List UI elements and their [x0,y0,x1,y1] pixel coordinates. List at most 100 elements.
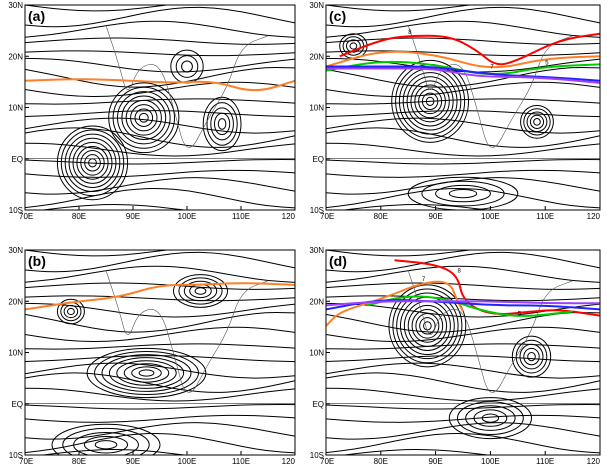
streamline [25,312,295,333]
streamline-loop [125,99,162,136]
streamline [25,326,295,343]
streamline-loop [415,313,440,339]
streamline-loop [407,176,519,210]
streamline-loop [138,112,149,123]
streamline [326,50,600,57]
streamline-loop [173,274,228,308]
streamline-loop [60,129,125,197]
streamline-loop [51,423,161,455]
x-tick-label: 90E [126,212,140,221]
streamline-loop [519,343,544,370]
streamline [25,158,295,165]
x-tick-label: 90E [428,212,442,221]
y-tick-label: 10S [310,451,324,460]
x-tick-label: 110E [536,212,554,221]
x-tick-label: 120 [587,457,601,465]
streamline-loop [123,363,170,383]
panel-a: (a) 70E 80E 90E 100E 110E 120 30N 20N 10N EQ 10S [8,1,296,221]
y-tick-label: 20N [8,52,23,61]
streamline-loop [131,366,162,380]
streamline-loop [175,55,199,78]
y-tick-label: 10N [8,349,23,358]
x-tick-label: 110E [536,457,554,465]
streamline-loop [206,102,238,146]
streamline-loop [421,92,439,111]
streamline [326,20,600,38]
streamline-loop [72,141,113,184]
streamline-loop [435,184,491,203]
streamline [25,57,295,73]
streamline-loop [465,405,516,431]
panel-d: 8 7 5 32 (d) 70E 80E 90E 100E 110E 120 30N 20N 10N EQ 1… [309,246,601,465]
streamline [25,81,295,98]
streamline-loop [418,88,443,115]
panel-label: (a) [28,8,45,24]
x-tick-label: 100E [178,212,197,221]
y-tick-label: EQ [312,155,324,164]
y-tick-label: 10N [309,104,324,113]
streamline [25,422,295,440]
streamline-loop [414,84,446,119]
streamline-loop [62,427,150,455]
streamline [326,414,600,423]
streamline-loop [134,108,154,127]
streamline [340,204,493,210]
y-tick-label: 10N [309,349,324,358]
streamline [25,372,295,393]
x-tick-label: 110E [232,457,250,465]
streamline [25,343,295,350]
streamline [326,250,474,257]
streamline [25,282,295,290]
streamline [326,6,600,28]
streamline-loop [520,104,554,139]
streamline-loop [202,96,242,152]
streamline-loop [183,280,218,302]
coastline [105,25,269,148]
streamline [25,67,295,88]
streamline [326,158,600,165]
streamline [326,98,600,105]
streamline-loop [425,96,435,106]
x-tick-label: 80E [374,212,388,221]
y-tick-label: 30N [309,1,324,10]
contour-line [339,32,600,66]
streamline [340,449,493,455]
x-tick-label: 120 [282,212,296,221]
contour-line [326,280,464,327]
streamline-loop [419,317,436,335]
streamline [326,326,600,343]
coastline [407,270,573,393]
streamline-loop [83,436,129,454]
streamline-loop [108,357,185,389]
streamline [326,372,600,393]
y-tick-label: 30N [309,246,324,255]
contour-line [25,78,295,92]
contour-label: 8 [458,269,462,275]
contour-line [326,67,600,84]
y-tick-label: 10S [9,451,23,460]
streamline-loop [117,91,171,145]
streamline-loop [523,108,551,136]
streamline [25,117,295,134]
panel-label: (b) [28,253,46,269]
y-tick-label: EQ [312,400,324,409]
streamline [25,20,295,38]
streamline [25,403,295,410]
streamline [326,343,600,350]
streamline-loop [410,80,450,123]
streamline-loop [94,351,199,395]
contour-label: 2 [600,77,604,83]
streamline [326,362,600,379]
panel-label: (d) [329,253,347,269]
streamline-loop [481,413,500,423]
streamline-loop [56,125,129,201]
streamline-loop [189,283,212,299]
contour-line [326,300,600,307]
contour-label: 7 [490,65,494,71]
x-tick-label: 120 [282,457,296,465]
streamline [326,169,600,178]
streamline [25,50,295,57]
streamline-loop [403,300,451,351]
y-tick-label: 30N [8,1,23,10]
contour-label: 7 [422,277,426,283]
